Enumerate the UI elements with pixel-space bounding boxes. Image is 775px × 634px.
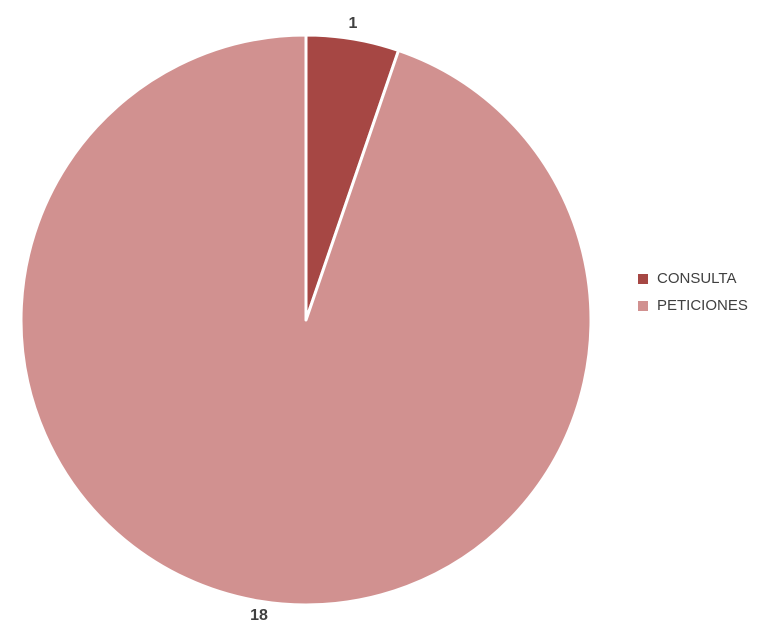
- pie-data-labels: 1 18: [250, 15, 357, 624]
- data-label-peticiones: 18: [250, 607, 268, 624]
- pie-slice-peticiones: [19, 33, 593, 607]
- legend-label-consulta: CONSULTA: [657, 270, 737, 287]
- legend-label-peticiones: PETICIONES: [657, 297, 748, 314]
- legend-item-consulta: CONSULTA: [638, 265, 748, 292]
- chart-legend: CONSULTA PETICIONES: [638, 265, 748, 319]
- legend-swatch-peticiones: [638, 300, 648, 311]
- pie-slices: [19, 33, 593, 607]
- data-label-consulta: 1: [349, 15, 358, 32]
- legend-item-peticiones: PETICIONES: [638, 292, 748, 319]
- legend-swatch-consulta: [638, 273, 648, 284]
